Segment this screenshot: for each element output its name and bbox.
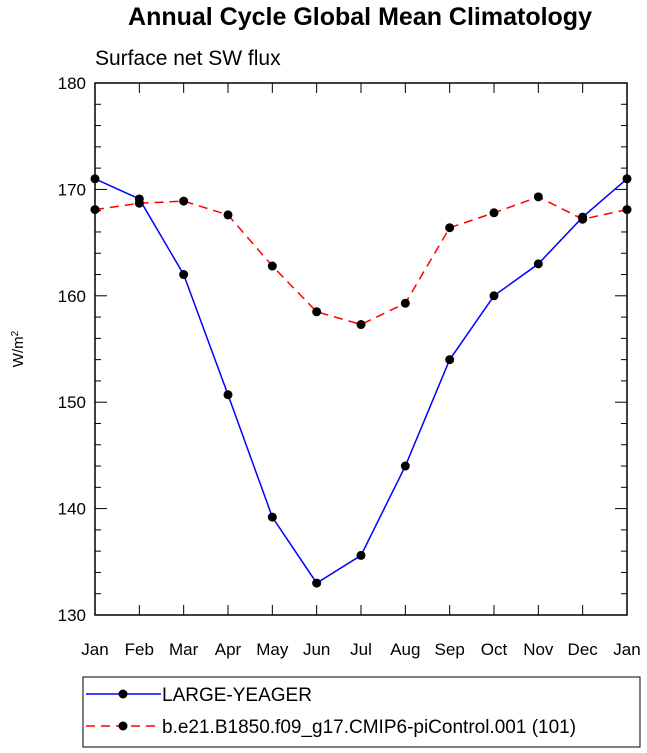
y-axis-label-unit: W/m (10, 336, 27, 367)
data-point-large-yeager (312, 578, 322, 588)
legend-box (82, 676, 641, 748)
x-tick-label: Nov (523, 640, 554, 659)
y-axis-label-exponent: 2 (10, 330, 21, 336)
data-point-picontrol (533, 192, 543, 202)
legend-marker-large-yeager (118, 689, 128, 699)
data-point-large-yeager (356, 550, 366, 560)
data-point-large-yeager (533, 259, 543, 269)
chart-title: Annual Cycle Global Mean Climatology (128, 3, 592, 31)
legend: LARGE-YEAGER b.e21.B1850.f09_g17.CMIP6-p… (82, 676, 641, 748)
x-tick-label: Oct (481, 640, 508, 659)
series-group (90, 174, 632, 588)
series-line-large-yeager (94, 178, 628, 585)
data-point-picontrol (400, 298, 410, 308)
data-point-picontrol (578, 214, 588, 224)
data-point-large-yeager (400, 461, 410, 471)
data-point-picontrol (267, 261, 277, 271)
y-tick-label: 150 (58, 393, 86, 412)
x-tick-label: Aug (390, 640, 420, 659)
x-tick-label: Jan (81, 640, 108, 659)
data-point-picontrol (445, 223, 455, 233)
x-tick-label: Dec (568, 640, 599, 659)
y-tick-label: 170 (58, 180, 86, 199)
x-tick-label: Feb (125, 640, 154, 659)
x-tick-label: Jun (303, 640, 330, 659)
data-point-picontrol (223, 210, 233, 220)
data-point-large-yeager (489, 291, 499, 301)
y-axis-label: W/m2 (10, 330, 28, 367)
x-tick-label: Sep (435, 640, 465, 659)
x-tick-label: Apr (215, 640, 242, 659)
legend-label-picontrol: b.e21.B1850.f09_g17.CMIP6-piControl.001 … (162, 717, 576, 738)
data-point-picontrol (179, 196, 189, 206)
data-point-picontrol (312, 307, 322, 317)
legend-marker-picontrol (118, 721, 128, 731)
y-tick-label: 180 (58, 74, 86, 93)
y-tick-label: 160 (58, 287, 86, 306)
y-tick-label: 130 (58, 606, 86, 625)
x-tick-label: Jan (613, 640, 640, 659)
data-point-large-yeager (267, 512, 277, 522)
data-point-picontrol (134, 198, 144, 208)
data-point-large-yeager (179, 270, 189, 280)
x-tick-label: Mar (169, 640, 199, 659)
data-point-large-yeager (445, 355, 455, 365)
data-point-picontrol (356, 320, 366, 330)
data-point-large-yeager (223, 390, 233, 400)
data-point-picontrol (489, 208, 499, 218)
legend-label-large-yeager: LARGE-YEAGER (162, 685, 312, 706)
axes: 130 140 150 160 170 180 Jan Feb Mar Apr May Jun Jul A… (58, 74, 641, 659)
y-tick-label: 140 (58, 500, 86, 519)
plot-frame (94, 82, 628, 616)
x-tick-label: Jul (350, 640, 372, 659)
chart-subtitle: Surface net SW flux (95, 47, 281, 70)
x-tick-label: May (256, 640, 289, 659)
